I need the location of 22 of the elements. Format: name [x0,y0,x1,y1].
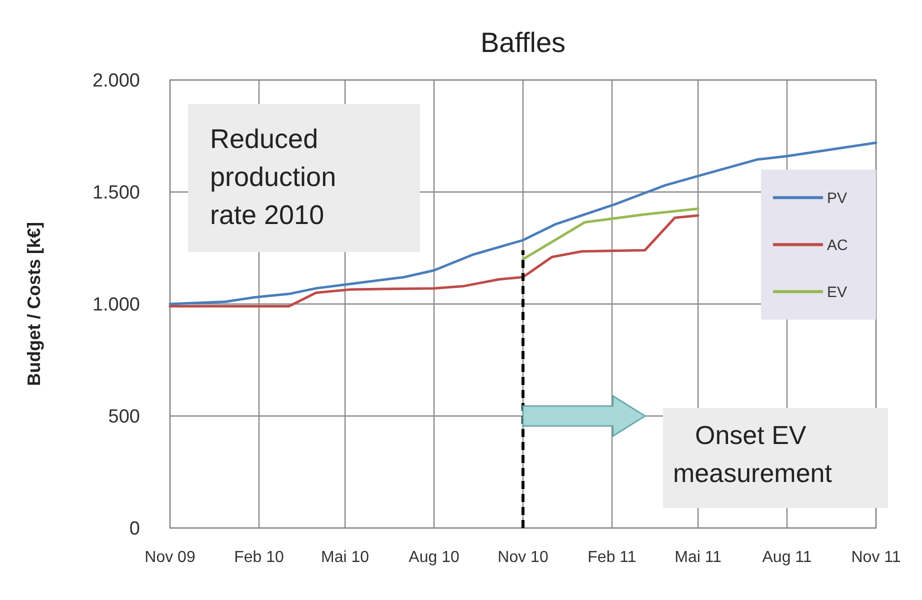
y-tick-label: 1.000 [92,294,140,316]
legend-label: AC [827,236,848,254]
legend-label: EV [827,284,848,301]
legend-label: PV [827,190,848,207]
x-tick-label: Aug 10 [408,549,460,566]
x-tick-label: Nov 09 [144,549,196,566]
y-tick-label: 0 [129,518,140,540]
annotation: Onset EV measurement [673,420,833,488]
chart-title: Baffles [480,27,566,58]
x-tick-label: Aug 11 [762,549,812,566]
y-tick-label: 2.000 [92,70,140,92]
annotation: Reduced production rate 2010 [210,124,336,230]
x-tick-label: Feb 10 [234,549,284,566]
x-tick-label: Nov 10 [498,549,548,566]
y-axis-title: Budget / Costs [k€] [24,222,44,386]
x-tick-label: Mai 11 [674,549,722,566]
y-tick-label: 1.500 [92,182,140,204]
x-tick-label: Feb 11 [588,549,636,566]
x-tick-label: Mai 10 [321,549,370,566]
x-tick-label: Nov 11 [851,549,901,566]
y-tick-label: 500 [108,406,140,428]
line-series [522,208,700,260]
